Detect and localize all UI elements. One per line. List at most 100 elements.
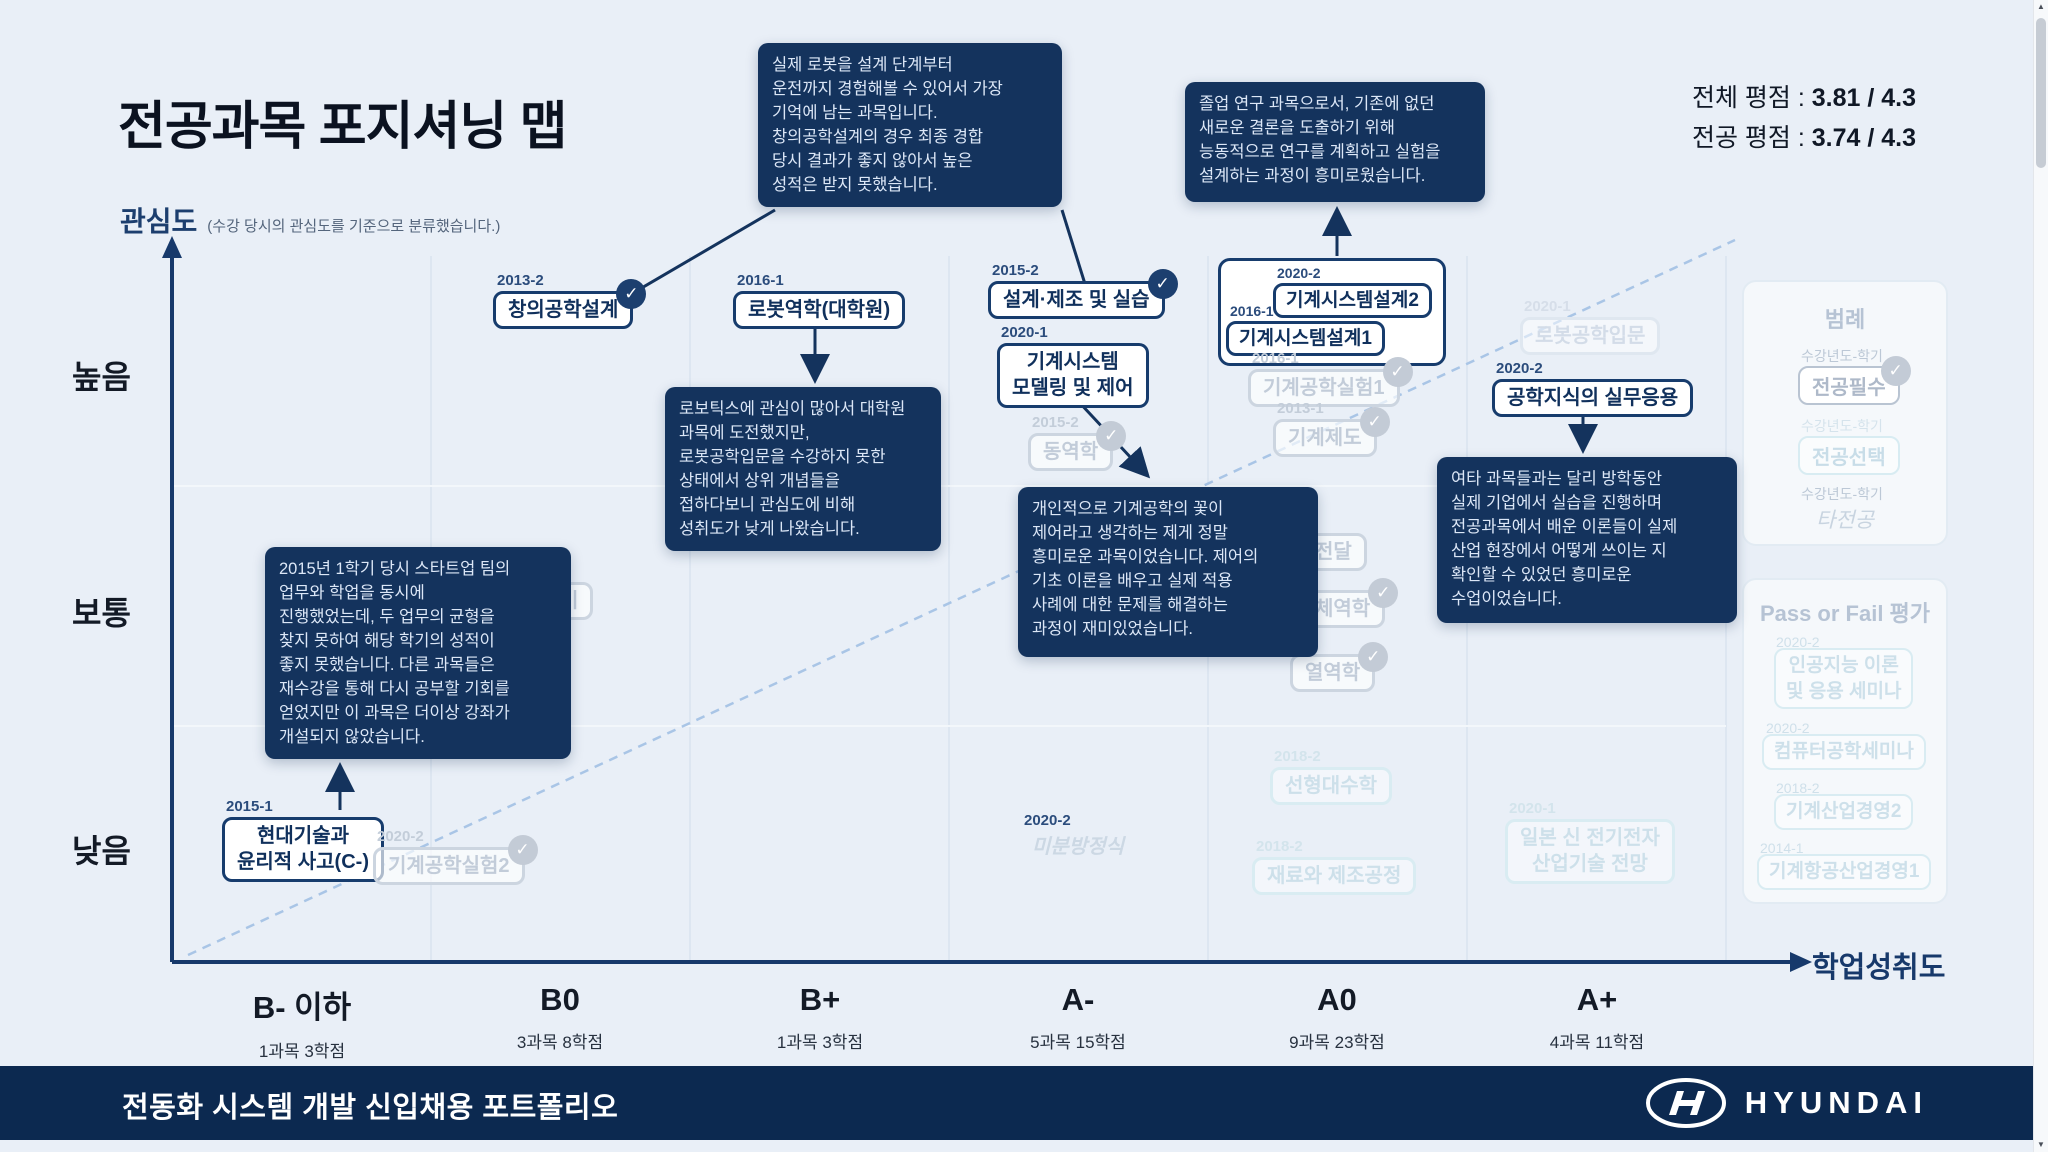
- scrollbar-thumb[interactable]: [2036, 18, 2046, 168]
- y-axis-title: 관심도: [120, 206, 198, 237]
- course-tag-mech-drawing: 2013-1 기계제도 ✓: [1273, 400, 1390, 458]
- pass-fail-panel: Pass or Fail 평가 2020-2 인공지능 이론 및 응용 세미나 …: [1742, 578, 1948, 904]
- course-tag-linear-algebra: 2018-2 선형대수학: [1270, 748, 1392, 806]
- callout-startup: 2015년 1학기 당시 스타트업 팀의 업무와 학업을 동시에 진행했었는데,…: [265, 547, 571, 759]
- course-label: 미분방정식: [1032, 836, 1124, 858]
- course-term: 2015-1: [226, 798, 273, 815]
- legend-item-required: 전공필수 ✓: [1798, 356, 1911, 405]
- legend-item-other-major: 타전공: [1816, 509, 1874, 532]
- course-term: 2020-2: [377, 828, 424, 845]
- course-label: 기계공학실험2: [373, 847, 525, 886]
- course-term: 2015-2: [992, 262, 1039, 279]
- y-tick-low: 낮음: [72, 833, 131, 869]
- course-tag-robot-dynamics: 2016-1 로봇역학(대학원): [733, 272, 906, 330]
- check-icon: ✓: [1358, 642, 1389, 672]
- overall-gpa: 전체 평점 : 3.81 / 4.3: [1691, 84, 1916, 112]
- x-tick: A- 5과목 15학점: [1030, 982, 1126, 1052]
- course-term: 2018-2: [1776, 780, 1820, 796]
- scroll-up-icon[interactable]: ▲: [2037, 2, 2045, 11]
- legend-item-elective: 전공선택: [1798, 436, 1900, 475]
- course-tag-robot-intro: 2020-1 로봇공학입문: [1520, 298, 1661, 356]
- course-tag-ethics: 2015-1 현대기술과 윤리적 사고(C-): [222, 798, 384, 882]
- x-tick: B0 3과목 8학점: [516, 982, 604, 1052]
- callout-robot-design: 실제 로봇을 설계 단계부터 운전까지 경험해볼 수 있어서 가장 기억에 남는…: [758, 43, 1062, 207]
- y-tick-mid: 보통: [72, 595, 131, 631]
- course-tag-changui: 2013-2 창의공학설계 ✓: [493, 272, 647, 330]
- y-axis: [162, 236, 182, 962]
- page-title: 전공과목 포지셔닝 맵: [118, 98, 567, 156]
- trend-dashed-line: [187, 238, 1736, 957]
- course-term: 2020-2: [1024, 812, 1071, 829]
- course-term: 2016-1: [737, 272, 784, 289]
- course-tag-thermo: 열역학 ✓: [1290, 642, 1389, 693]
- course-label: 선형대수학: [1270, 767, 1392, 806]
- pf-course-industry-mgmt2: 기계산업경영2: [1774, 794, 1914, 830]
- course-label: 현대기술과 윤리적 사고(C-): [222, 817, 384, 882]
- check-icon: ✓: [507, 835, 538, 865]
- course-tag-system-design1: 2016-1 기계시스템설계1: [1226, 303, 1385, 357]
- check-icon: ✓: [1368, 578, 1399, 608]
- check-icon: ✓: [1359, 407, 1390, 437]
- course-tag-japan-tech: 2020-1 일본 신 전기전자 산업기술 전망: [1505, 800, 1675, 884]
- x-tick: A0 9과목 23학점: [1289, 982, 1385, 1052]
- scrollbar[interactable]: ▲ ▼: [2033, 0, 2048, 1152]
- callout-grad-research: 졸업 연구 과목으로서, 기존에 없던 새로운 결론을 도출하기 위해 능동적으…: [1185, 82, 1485, 202]
- legend-panel: 범례 수강년도-학기 전공필수 ✓ 수강년도-학기 전공선택 수강년도-학기 타…: [1742, 280, 1948, 546]
- course-label: 기계시스템설계2: [1273, 283, 1432, 319]
- course-label: 기계제도: [1273, 419, 1377, 458]
- course-tag-practical-eng: 2020-2 공학지식의 실무응용: [1492, 360, 1694, 418]
- course-term: 2016-1: [1252, 350, 1299, 367]
- pf-course-cs-seminar: 컴퓨터공학세미나: [1762, 734, 1926, 770]
- legend-term-label: 수강년도-학기: [1801, 486, 1883, 502]
- footer-bar: 전동화 시스템 개발 신입채용 포트폴리오 HYUNDAI: [0, 1066, 2048, 1140]
- pf-course-ai-seminar: 인공지능 이론 및 응용 세미나: [1774, 648, 1914, 710]
- y-tick-high: 높음: [72, 359, 131, 395]
- course-label: 로봇공학입문: [1520, 317, 1661, 356]
- x-tick: B- 이하 1과목 3학점: [252, 990, 352, 1061]
- course-group-system-design: 2020-2 기계시스템설계2 2016-1 기계시스템설계1: [1218, 258, 1446, 366]
- x-tick: B+ 1과목 3학점: [776, 982, 864, 1052]
- check-icon: ✓: [1147, 269, 1178, 299]
- y-axis-title-block: 관심도 (수강 당시의 관심도를 기준으로 분류했습니다.): [120, 200, 500, 240]
- course-term: 2020-2: [1766, 720, 1810, 736]
- course-tag-diff-eq: 2020-2 미분방정식: [1020, 812, 1136, 863]
- course-tag-mech-exp1: 2016-1 기계공학실험1 ✓: [1248, 350, 1413, 408]
- check-icon: ✓: [1880, 356, 1911, 386]
- course-label: 로봇역학(대학원): [733, 291, 906, 330]
- course-tag-dynamics: 2015-2 동역학 ✓: [1028, 414, 1127, 472]
- course-label: 기계시스템 모델링 및 제어: [997, 343, 1149, 408]
- y-axis-note: (수강 당시의 관심도를 기준으로 분류했습니다.): [207, 218, 501, 235]
- course-label: 기계시스템설계1: [1226, 321, 1385, 357]
- course-tag-mech-exp2: 2020-2 기계공학실험2 ✓: [373, 828, 538, 886]
- course-term: 2020-2: [1776, 634, 1820, 650]
- course-label: 공학지식의 실무응용: [1492, 379, 1694, 418]
- course-tag-design-mfg: 2015-2 설계·제조 및 실습 ✓: [988, 262, 1178, 320]
- course-label: 창의공학설계: [493, 291, 634, 330]
- scroll-down-icon[interactable]: ▼: [2037, 1140, 2045, 1149]
- course-term: 2014-1: [1760, 840, 1804, 856]
- course-term: 2018-2: [1274, 748, 1321, 765]
- course-term: 2020-2: [1277, 265, 1321, 281]
- course-term: 2016-1: [1230, 303, 1274, 319]
- major-gpa: 전공 평점 : 3.74 / 4.3: [1691, 124, 1916, 152]
- footer-title: 전동화 시스템 개발 신입채용 포트폴리오: [122, 1092, 619, 1124]
- x-axis-title: 학업성취도: [1812, 952, 1946, 984]
- legend-term-label: 수강년도-학기: [1801, 348, 1883, 364]
- x-tick: A+ 4과목 11학점: [1549, 982, 1645, 1052]
- course-term: 2013-2: [497, 272, 544, 289]
- course-tag-system-design2: 2020-2 기계시스템설계2: [1273, 265, 1432, 319]
- course-tag-materials: 2018-2 재료와 제조공정: [1252, 838, 1417, 896]
- course-term: 2020-1: [1509, 800, 1556, 817]
- pf-course-aero-mgmt1: 기계항공산업경영1: [1757, 854, 1932, 890]
- legend-term-label: 수강년도-학기: [1801, 418, 1883, 434]
- brand-block: HYUNDAI: [1645, 1076, 1928, 1130]
- check-icon: ✓: [616, 279, 647, 309]
- callout-internship: 여타 과목들과는 달리 방학동안 실제 기업에서 실습을 진행하며 전공과목에서…: [1437, 457, 1737, 623]
- pass-fail-title: Pass or Fail 평가: [1759, 601, 1931, 626]
- gpa-summary: 전체 평점 : 3.81 / 4.3 전공 평점 : 3.74 / 4.3: [1692, 78, 1916, 158]
- brand-name: HYUNDAI: [1744, 1085, 1928, 1120]
- callout-control: 개인적으로 기계공학의 꽃이 제어라고 생각하는 제게 정말 흥미로운 과목이었…: [1018, 487, 1318, 657]
- course-term: 2020-1: [1001, 324, 1048, 341]
- check-icon: ✓: [1096, 421, 1127, 451]
